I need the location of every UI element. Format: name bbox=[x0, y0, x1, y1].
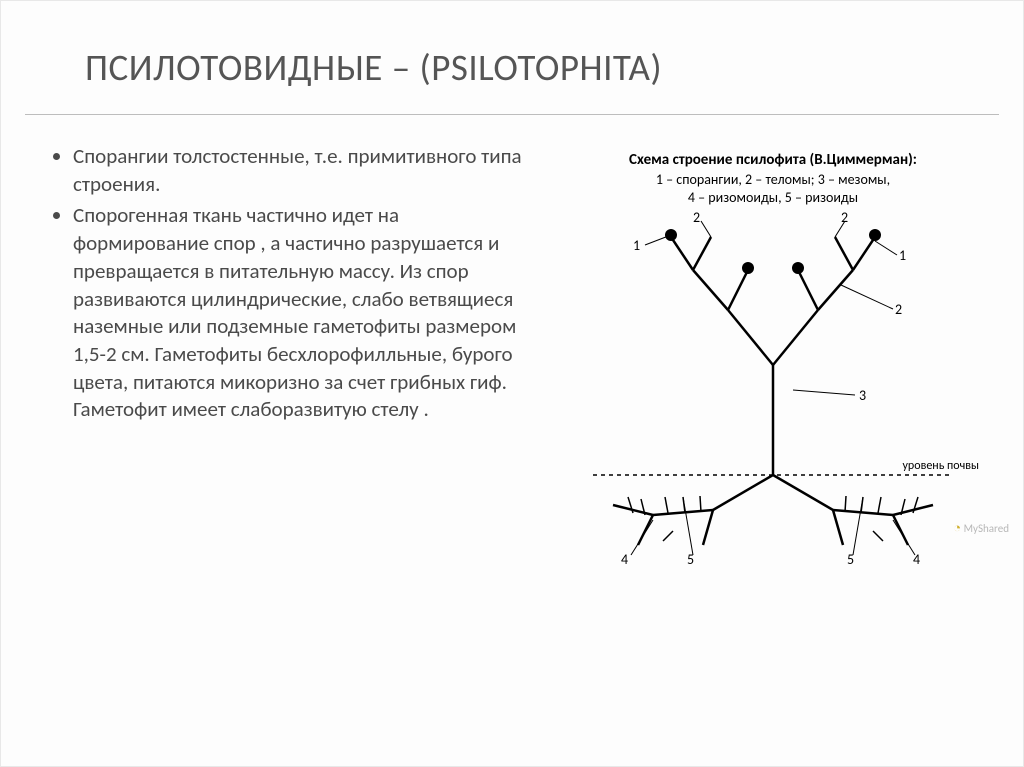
content-row: Спорангии толстостенные, т.е. примитивно… bbox=[1, 115, 1023, 575]
bullet-2: Спорогенная ткань частично идет на форми… bbox=[73, 202, 539, 424]
label-1b: 1 bbox=[899, 247, 906, 264]
label-3: 3 bbox=[859, 387, 866, 404]
label-2b: 2 bbox=[841, 209, 848, 226]
label-4b: 4 bbox=[913, 551, 920, 568]
text-column: Спорангии толстостенные, т.е. примитивно… bbox=[49, 143, 539, 575]
legend-line1: 1 – спорангии, 2 – теломы; 3 – мезомы, bbox=[656, 171, 890, 188]
figure-title: Схема строение псилофита (В.Циммерман): bbox=[547, 151, 999, 169]
bullet-list: Спорангии толстостенные, т.е. примитивно… bbox=[49, 143, 539, 424]
watermark: ◔ MyShared bbox=[953, 520, 1009, 536]
label-2a: 2 bbox=[693, 209, 700, 226]
title-section: ПСИЛОТОВИДНЫЕ – (PSILOTOPHITA) bbox=[25, 1, 999, 115]
figure-column: Схема строение псилофита (В.Циммерман): … bbox=[547, 143, 999, 575]
soil-level-label: уровень почвы bbox=[903, 459, 980, 473]
label-5a: 5 bbox=[687, 551, 694, 568]
psilophyte-diagram: 1 2 2 1 2 3 4 4 5 5 уровень почвы bbox=[573, 215, 973, 575]
watermark-icon: ◔ bbox=[953, 521, 961, 536]
bullet-1: Спорангии толстостенные, т.е. примитивно… bbox=[73, 143, 539, 198]
label-4a: 4 bbox=[621, 551, 628, 568]
legend-line2: 4 – ризомоиды, 5 – ризоиды bbox=[688, 189, 858, 206]
label-5b: 5 bbox=[847, 551, 854, 568]
diagram-svg bbox=[573, 215, 973, 575]
label-1a: 1 bbox=[633, 237, 640, 254]
slide-title: ПСИЛОТОВИДНЫЕ – (PSILOTOPHITA) bbox=[85, 45, 939, 90]
slide-container: ПСИЛОТОВИДНЫЕ – (PSILOTOPHITA) Спорангии… bbox=[0, 0, 1024, 767]
figure-legend: 1 – спорангии, 2 – теломы; 3 – мезомы, 4… bbox=[547, 171, 999, 207]
label-2c: 2 bbox=[895, 301, 902, 318]
watermark-text: MyShared bbox=[964, 522, 1009, 535]
